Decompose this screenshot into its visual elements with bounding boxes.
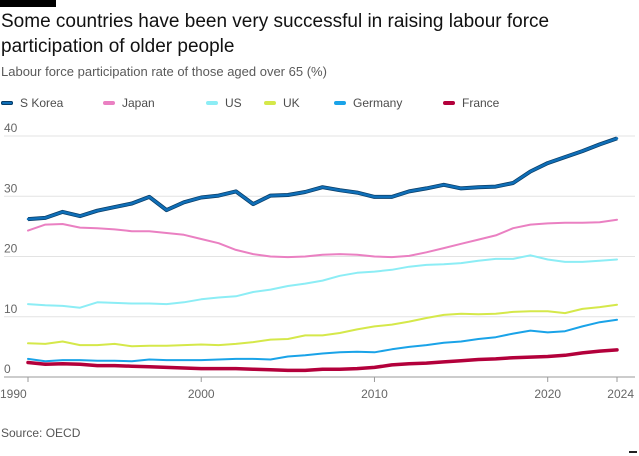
y-tick-label: 0 — [4, 362, 11, 376]
y-tick-label: 40 — [4, 121, 18, 135]
legend-swatch — [103, 101, 115, 105]
legend-item-uk: UK — [264, 95, 300, 111]
y-tick-label: 20 — [4, 242, 18, 256]
legend-item-japan: Japan — [103, 95, 155, 111]
legend-swatch — [1, 101, 13, 105]
legend: S Korea Japan US UK Germany France — [1, 95, 637, 111]
x-tick-label: 2000 — [188, 387, 215, 401]
series-lines — [26, 136, 619, 373]
x-tick-label: 2020 — [534, 387, 561, 401]
legend-swatch — [206, 101, 218, 105]
line-chart: 0 10 20 30 40 1990 2000 2010 2020 2024 — [0, 121, 635, 401]
corner-mark — [629, 451, 637, 453]
legend-label: S Korea — [20, 96, 64, 110]
chart-subtitle: Labour force participation rate of those… — [1, 64, 327, 79]
y-tick-label: 30 — [4, 181, 18, 195]
source-note: Source: OECD — [1, 426, 81, 440]
series-line-s-korea — [26, 137, 619, 221]
y-tick-label: 10 — [4, 302, 18, 316]
legend-swatch — [264, 101, 276, 105]
legend-label: Japan — [122, 96, 155, 110]
brand-bar — [0, 0, 56, 7]
legend-label: UK — [283, 96, 300, 110]
legend-label: Germany — [353, 96, 403, 110]
series-line-france — [26, 348, 619, 373]
x-tick-label: 2024 — [607, 387, 634, 401]
legend-label: US — [225, 96, 242, 110]
legend-item-s-korea: S Korea — [1, 95, 63, 111]
legend-swatch — [443, 101, 455, 105]
series-line-japan — [27, 218, 618, 259]
series-line-germany — [27, 318, 618, 363]
x-tick-label: 2010 — [361, 387, 388, 401]
chart-title: Some countries have been very successful… — [1, 11, 550, 57]
series-line-us — [27, 254, 618, 309]
legend-item-germany: Germany — [334, 95, 402, 111]
legend-item-france: France — [443, 95, 499, 111]
legend-label: France — [462, 96, 500, 110]
x-tick-label: 1990 — [0, 387, 27, 401]
axis-labels: 0 10 20 30 40 1990 2000 2010 2020 2024 — [0, 121, 634, 401]
series-line-uk — [27, 303, 618, 348]
legend-swatch — [334, 101, 346, 105]
gridlines — [4, 135, 635, 382]
legend-item-us: US — [206, 95, 242, 111]
